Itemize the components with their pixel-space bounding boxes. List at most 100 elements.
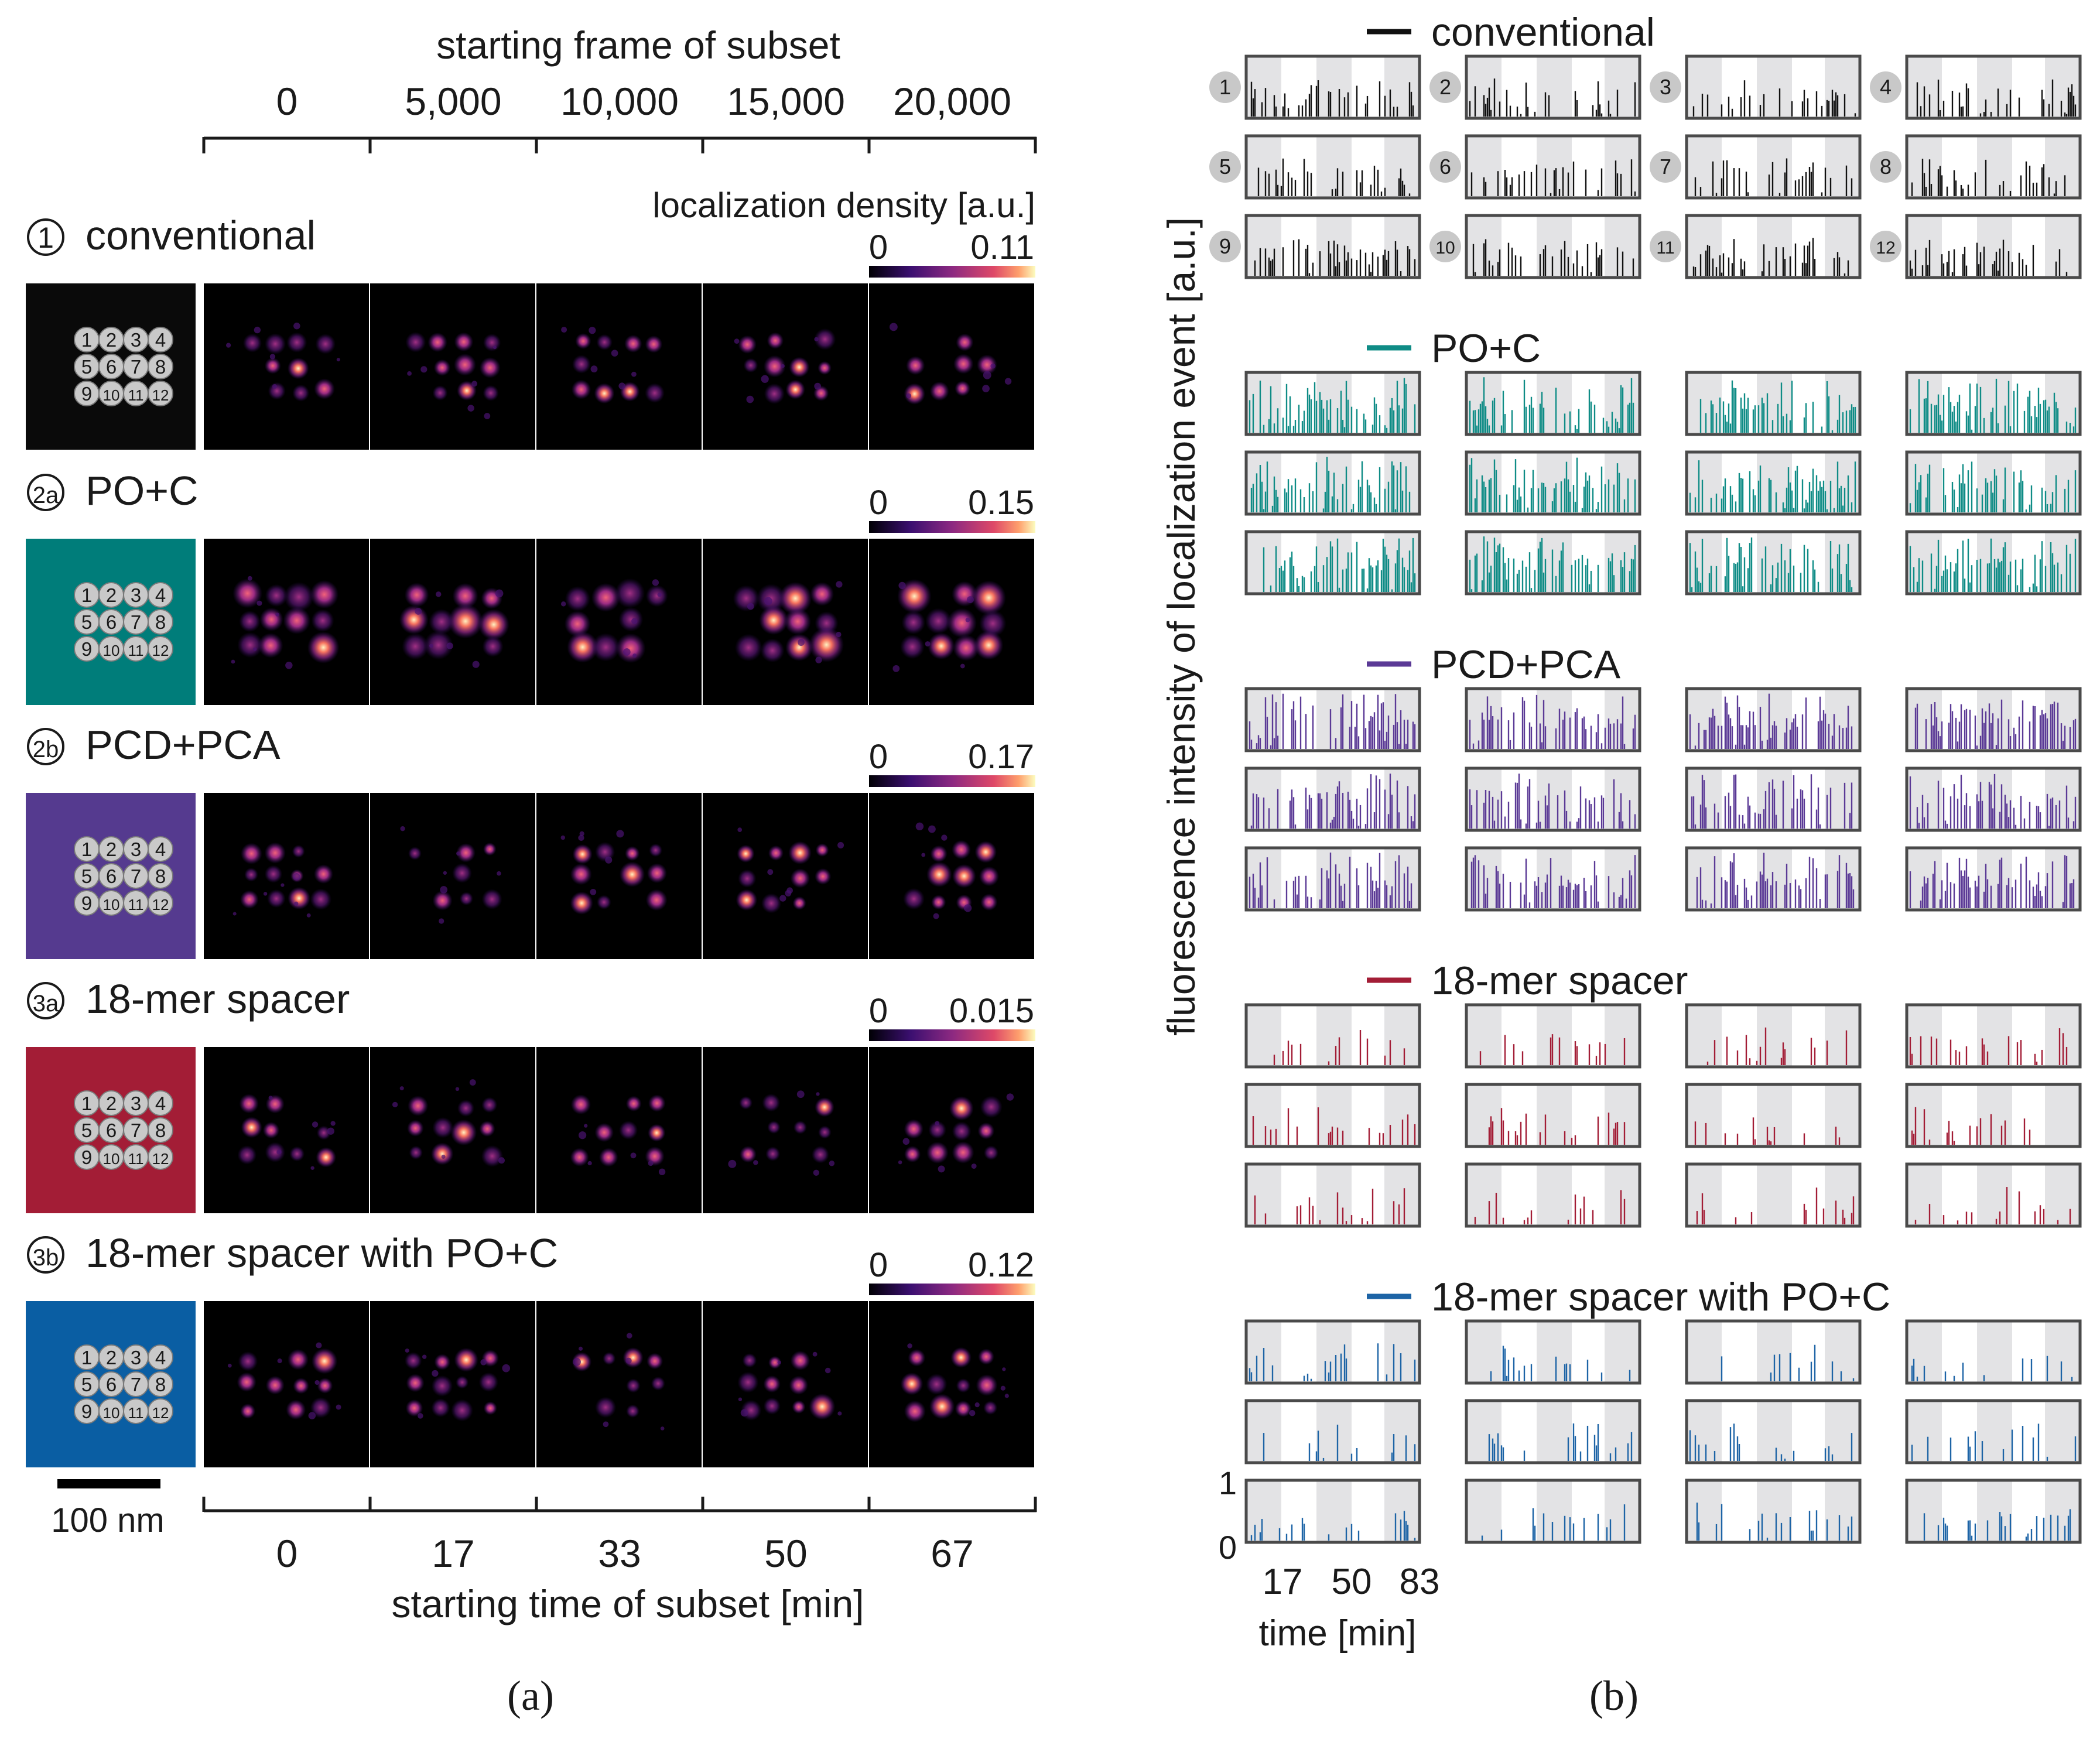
background-speck <box>753 1160 758 1165</box>
time-window-shade <box>1246 372 1281 434</box>
trace-box-frame <box>1465 687 1641 752</box>
background-speck <box>829 1161 835 1166</box>
colorbar-min: 0 <box>869 992 888 1030</box>
time-window-shade <box>1605 1401 1640 1463</box>
binding-site-marker <box>148 1117 173 1143</box>
panel-a: starting frame of subset 0 5,000 10,000 15,… <box>26 23 1037 1719</box>
localization-spot <box>310 888 332 911</box>
background-speck <box>967 596 974 604</box>
background-speck <box>560 601 566 607</box>
binding-site-number: 10 <box>103 1404 120 1422</box>
localization-spot <box>481 1097 498 1113</box>
time-window-shade <box>1757 1005 1792 1067</box>
colorbar <box>869 1029 1035 1041</box>
background-speck <box>336 1404 341 1410</box>
localization-spot <box>232 579 262 608</box>
background-speck <box>902 1138 910 1145</box>
localization-spot <box>785 379 805 399</box>
x-tick-label: 17 <box>1263 1562 1303 1602</box>
localization-spot <box>618 1121 638 1140</box>
background-speck <box>928 825 936 833</box>
site-number: 2 <box>1439 75 1451 99</box>
binding-site-number: 9 <box>81 892 92 914</box>
binding-site-number: 10 <box>103 386 120 404</box>
localization-spot <box>788 841 812 865</box>
condition-number-circle <box>27 728 64 765</box>
condition-number-circle <box>27 982 64 1019</box>
background-speck <box>420 366 427 373</box>
trace-box-frame <box>1244 1162 1421 1228</box>
localization-spot <box>624 334 642 353</box>
localization-spot <box>482 635 504 658</box>
binding-site-number: 7 <box>131 1120 141 1141</box>
localization-spot <box>648 1094 666 1112</box>
density-frame <box>204 793 369 959</box>
localization-spot <box>901 610 925 635</box>
localization-spot <box>904 1400 926 1422</box>
background-speck <box>275 612 279 617</box>
time-tick-label: 0 <box>276 1532 298 1575</box>
localization-spot <box>479 357 501 378</box>
localization-spot <box>409 1145 423 1160</box>
binding-site-marker <box>148 354 173 379</box>
binding-site-number: 1 <box>81 839 92 860</box>
background-speck <box>898 581 906 590</box>
background-speck <box>269 354 276 360</box>
localization-spot <box>457 1100 475 1117</box>
trace-box-frame <box>1685 134 1862 200</box>
colorbar-min: 0 <box>869 484 888 522</box>
localization-spot <box>313 864 333 884</box>
localization-spot <box>241 1117 262 1138</box>
localization-spot <box>645 889 668 911</box>
time-window-shade <box>1384 215 1420 278</box>
trace-box-frame <box>1905 1162 2082 1228</box>
time-window-shade <box>1977 136 2012 198</box>
localization-spot <box>288 1349 309 1370</box>
localization-spot <box>238 1351 258 1371</box>
binding-site-number: 7 <box>131 865 141 887</box>
localization-spot <box>928 632 955 660</box>
localization-spot <box>265 1375 285 1395</box>
background-speck <box>836 581 843 588</box>
binding-site-number: 5 <box>81 611 92 633</box>
trace-box-frame <box>1244 846 1421 912</box>
background-speck <box>740 1409 748 1417</box>
trace-group: 18-mer spacer with PO+C <box>1244 1275 2082 1544</box>
trace-box-frame <box>1465 450 1641 516</box>
density-frame <box>204 1301 369 1467</box>
background-speck <box>281 883 285 887</box>
colorbar <box>869 1284 1035 1295</box>
background-speck <box>813 1169 819 1176</box>
binding-site-number: 10 <box>103 896 120 913</box>
background-speck <box>330 1121 336 1126</box>
localization-spot <box>454 1347 478 1372</box>
background-speck <box>312 1121 319 1128</box>
localization-spot <box>733 585 760 612</box>
time-window-shade <box>1466 1480 1502 1542</box>
frame-tick-labels: 0 5,000 10,000 15,000 20,000 <box>276 80 1011 123</box>
site-number: 7 <box>1660 155 1671 179</box>
localization-spot <box>906 356 925 375</box>
binding-site-number: 4 <box>155 839 166 860</box>
trace-box-frame <box>1905 1003 2082 1069</box>
trace-box-frame <box>1685 1083 1862 1148</box>
background-speck <box>232 912 237 916</box>
site-number-badge <box>1429 71 1461 103</box>
condition-number-circle <box>27 474 64 511</box>
localization-spot <box>317 1378 333 1394</box>
background-speck <box>785 890 792 897</box>
binding-site-number: 8 <box>155 356 166 378</box>
site-number-badge <box>1429 151 1461 183</box>
time-window-shade <box>1687 1401 1722 1463</box>
background-speck <box>825 1367 831 1374</box>
binding-site-number: 12 <box>152 1150 169 1168</box>
time-window-shade <box>1246 215 1281 278</box>
time-window-shade <box>2045 452 2080 514</box>
background-speck <box>812 1351 818 1357</box>
background-speck <box>781 364 785 368</box>
background-speck <box>982 385 990 392</box>
density-frame <box>536 793 702 959</box>
localization-spot <box>572 844 593 864</box>
condition-row: 2a PO+C 0 0.151 2 3 45 6 7 89 10 11 12 <box>26 468 1035 705</box>
site-number-badge <box>1429 231 1461 262</box>
